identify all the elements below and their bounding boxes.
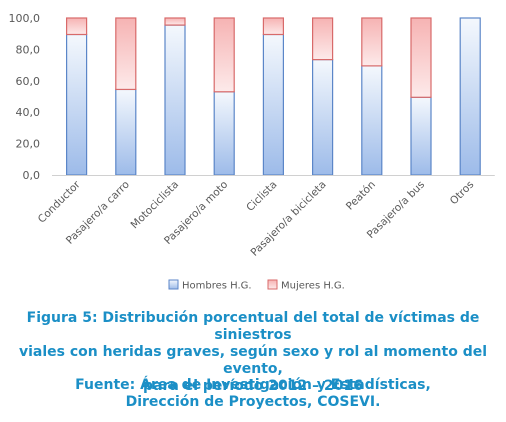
bar-mujeres	[361, 17, 383, 67]
caption-line-1: Figura 5: Distribución porcentual del to…	[26, 310, 480, 343]
legend-label: Hombres H.G.	[182, 281, 252, 292]
caption-line-2: viales con heridas graves, según sexo y …	[18, 344, 488, 377]
legend-label: Mujeres H.G.	[281, 281, 345, 292]
y-axis: 0,0 20,0 40,0 60,0 80,0 100,0	[9, 12, 41, 182]
bar-hombres	[65, 33, 88, 176]
x-tick-label: Otros	[448, 179, 477, 208]
bar-mujeres	[410, 17, 432, 98]
legend-swatch	[168, 279, 179, 290]
x-tick-label: Conductor	[36, 178, 83, 225]
x-tick-label: Peatón	[344, 179, 378, 213]
source-line-2: Dirección de Proyectos, COSEVI.	[125, 394, 381, 410]
caption-line-3: para el período 2012 – 2016	[143, 378, 363, 394]
y-tick-label: 0,0	[23, 169, 41, 182]
y-tick-label: 40,0	[16, 106, 41, 119]
stacked-bar-chart: 0,0 20,0 40,0 60,0 80,0 100,0 ConductorPasaje…	[9, 12, 495, 292]
bar-hombres	[262, 33, 284, 176]
source-line-1: Fuente: Área de Investigación y Estadíst…	[75, 377, 431, 393]
bar-mujeres	[213, 17, 235, 93]
x-tick-label: Ciclista	[244, 179, 279, 214]
legend-swatch	[267, 279, 278, 290]
x-tick-label: Motociclista	[129, 179, 182, 232]
bars	[65, 17, 481, 176]
bar-hombres	[361, 65, 383, 176]
bar-hombres	[459, 17, 481, 176]
y-tick-label: 60,0	[16, 75, 41, 88]
legend: Hombres H.G. Mujeres H.G.	[168, 279, 345, 292]
y-tick-label: 20,0	[16, 138, 41, 151]
bar-hombres	[213, 91, 235, 176]
bar-hombres	[164, 24, 186, 176]
bar-mujeres	[312, 17, 334, 61]
figure-source: Fuente: Área de Investigación y Estadíst…	[0, 377, 506, 411]
bar-hombres	[115, 88, 137, 176]
bar-mujeres	[65, 17, 88, 36]
y-tick-label: 80,0	[16, 43, 41, 56]
bar-mujeres	[115, 17, 137, 91]
figure-caption: Figura 5: Distribución porcentual del to…	[0, 310, 506, 395]
bar-hombres	[312, 59, 334, 176]
bar-mujeres	[262, 17, 284, 36]
bar-hombres	[410, 96, 432, 176]
bar-mujeres	[164, 17, 186, 26]
y-tick-label: 100,0	[9, 12, 41, 25]
